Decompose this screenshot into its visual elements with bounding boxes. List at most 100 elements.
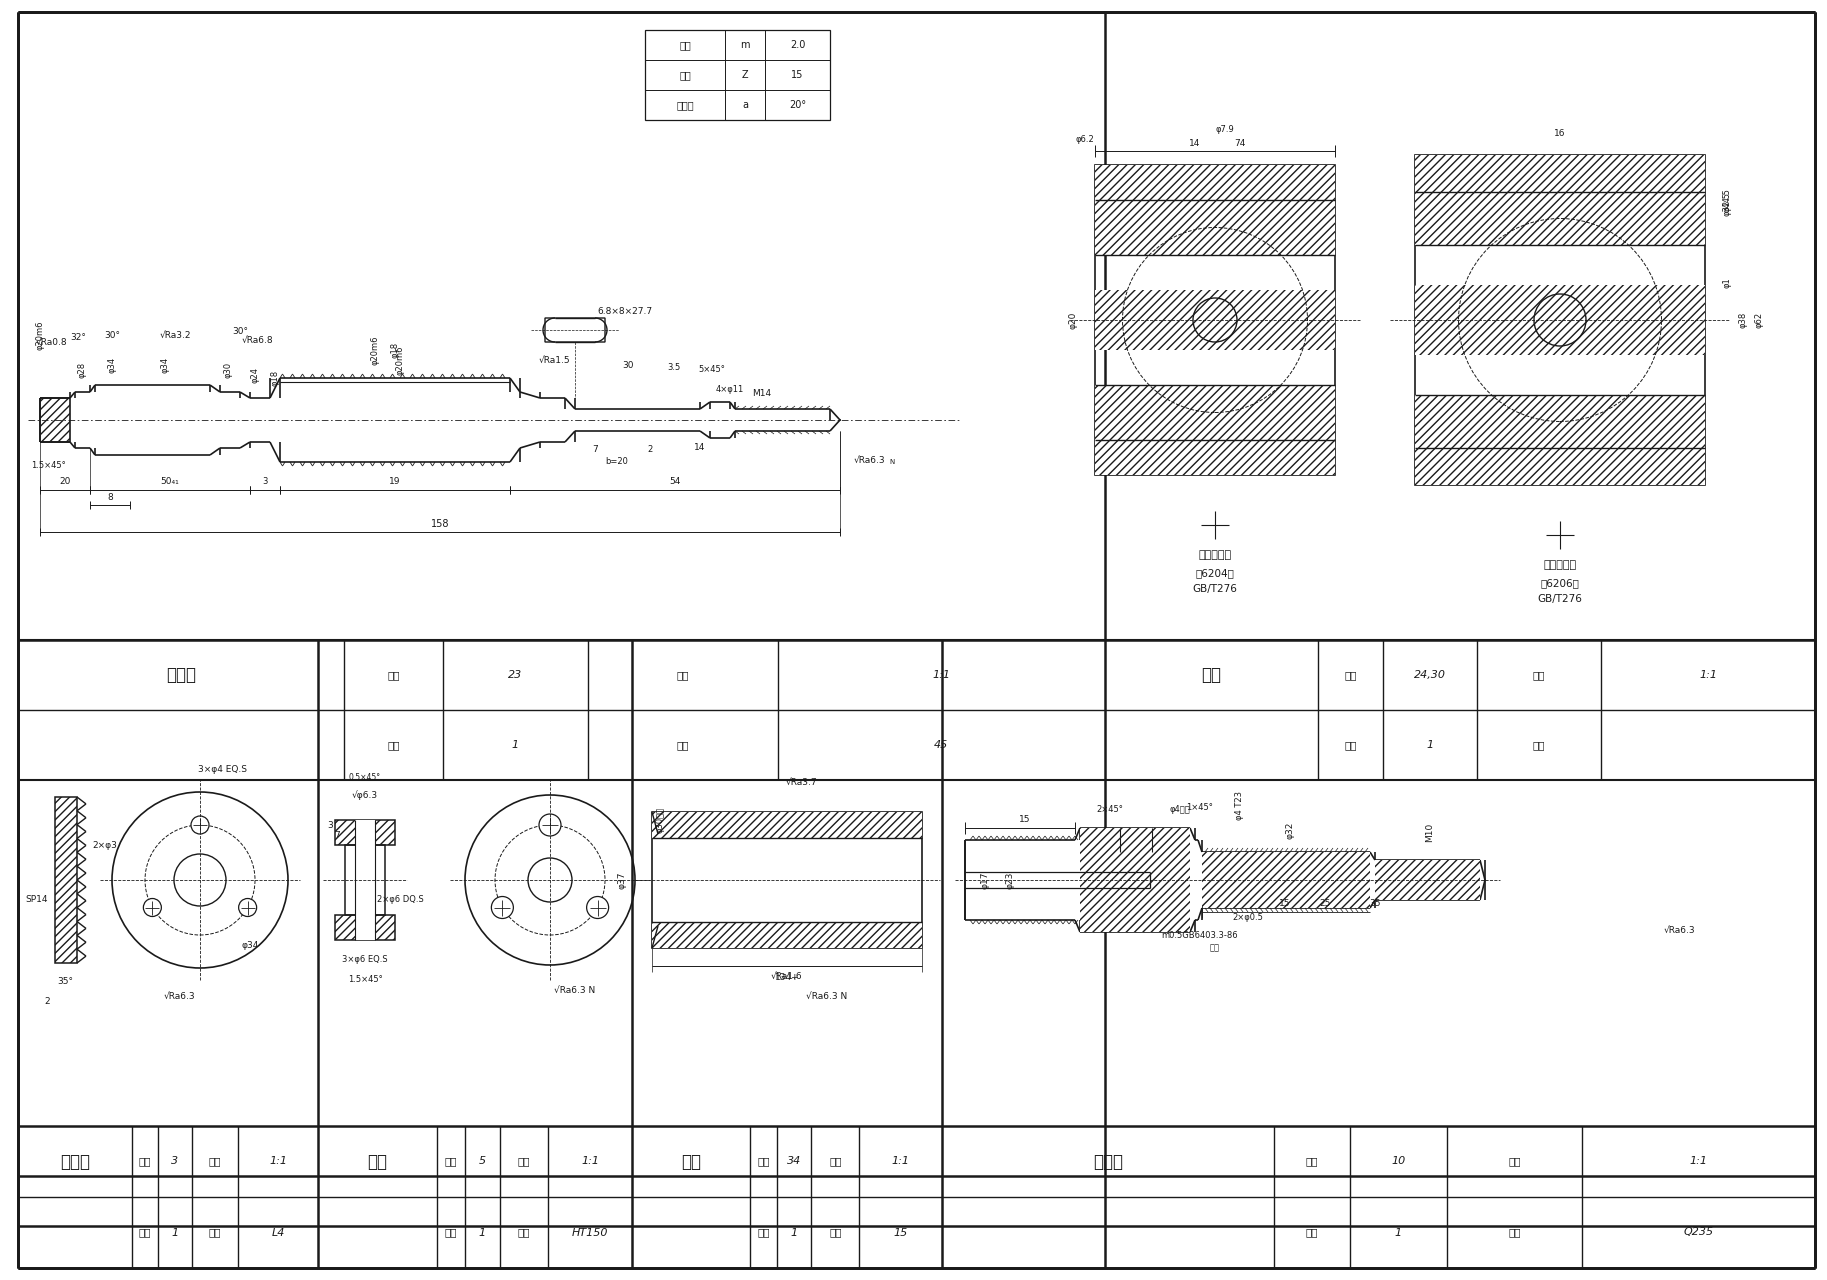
Text: M10: M10 [1425,822,1434,842]
Text: 比例: 比例 [1509,1157,1520,1166]
Text: 0.5×45°: 0.5×45° [349,773,382,782]
Text: 比例: 比例 [1533,669,1546,680]
Bar [334,915,395,940]
Text: 3: 3 [327,820,333,829]
Text: φ34: φ34 [241,941,259,950]
Text: 数量: 数量 [139,1228,152,1238]
Text: φ4通孔: φ4通孔 [1169,805,1191,814]
Text: √φ6.3: √φ6.3 [353,790,378,800]
Text: φ18: φ18 [270,370,280,387]
Text: 材料: 材料 [676,740,689,750]
Bar [40,398,69,442]
Text: 材料: 材料 [829,1228,842,1238]
Text: √Ra6.3: √Ra6.3 [164,992,195,1001]
Text: 1×45°: 1×45° [1186,804,1213,813]
Text: （6206）: （6206） [1540,579,1579,588]
Text: 8: 8 [108,493,113,502]
Text: 6.8×8×27.7: 6.8×8×27.7 [597,307,652,316]
Text: 3: 3 [172,1157,179,1166]
Text: 134+: 134+ [775,974,800,983]
Text: 压力角: 压力角 [676,100,694,110]
Text: 轴承: 轴承 [1202,666,1222,684]
Text: N: N [890,460,895,465]
Bar [345,845,385,915]
Text: 32°: 32° [69,334,86,343]
Bar [1094,165,1336,475]
Text: φ38: φ38 [1739,312,1747,328]
Text: 74: 74 [1235,138,1246,147]
Text: √Ra0.8: √Ra0.8 [37,338,68,347]
Text: √Ra1.5: √Ra1.5 [539,356,570,365]
Text: 54: 54 [669,477,681,486]
Text: b=20: b=20 [605,457,628,466]
Bar [1376,860,1480,900]
Text: SP14: SP14 [26,896,48,905]
Text: 数量: 数量 [444,1228,457,1238]
Text: 比例: 比例 [829,1157,842,1166]
Text: φ20: φ20 [1069,311,1078,329]
Text: φ20m6: φ20m6 [35,320,44,349]
Text: 20°: 20° [789,100,806,110]
Text: GB/T276: GB/T276 [1193,584,1237,594]
Text: 1: 1 [512,740,519,750]
Text: φ32: φ32 [1286,822,1295,838]
Text: φ30: φ30 [223,362,232,378]
Text: 5×45°: 5×45° [698,366,725,375]
Text: 1:1: 1:1 [932,669,950,680]
Text: 2.0: 2.0 [789,40,806,50]
Text: 材料: 材料 [517,1228,530,1238]
Text: 15: 15 [1279,900,1290,909]
Text: 20: 20 [58,477,71,486]
Bar [1414,155,1705,244]
Text: 30°: 30° [232,328,248,337]
Text: 小盖: 小盖 [367,1152,387,1170]
Text: 数量: 数量 [1304,1228,1317,1238]
Text: 通气塞: 通气塞 [1093,1152,1124,1170]
Text: 25: 25 [1319,900,1330,909]
Text: 7: 7 [592,445,597,454]
Text: √Ra6.8: √Ra6.8 [243,335,274,344]
Text: 15: 15 [791,70,804,79]
Text: L4: L4 [272,1228,285,1238]
Text: 30: 30 [623,361,634,370]
Text: φ23: φ23 [1005,872,1014,888]
Text: 1: 1 [1394,1228,1401,1238]
Bar [1414,285,1705,355]
Circle shape [239,899,256,916]
Text: φ1: φ1 [1723,278,1732,288]
Text: 序号: 序号 [1304,1157,1317,1166]
Text: √Ra3.2: √Ra3.2 [159,330,190,339]
Text: 1:1: 1:1 [1690,1157,1708,1166]
Text: φ6.2: φ6.2 [1076,136,1094,145]
Text: GB/T276: GB/T276 [1538,594,1582,604]
Text: 14: 14 [1189,138,1200,147]
Text: 直纹: 直纹 [1209,943,1220,952]
Text: 2: 2 [44,997,49,1006]
Text: 4×φ11: 4×φ11 [716,385,744,394]
Bar [354,820,375,940]
Text: √Ra6.3 N: √Ra6.3 N [554,986,596,995]
Text: 1.5×45°: 1.5×45° [31,461,66,470]
Text: √Ra6.3 N: √Ra6.3 N [806,992,848,1001]
Bar [652,922,923,948]
Text: （6204）: （6204） [1195,568,1235,579]
Text: 158: 158 [431,518,449,529]
Text: 2: 2 [647,445,652,454]
Text: φ20m6: φ20m6 [371,335,380,365]
Bar [1414,155,1705,485]
Text: 套筒: 套筒 [681,1152,702,1170]
Text: 齿轮轴: 齿轮轴 [166,666,195,684]
Text: 5: 5 [479,1157,486,1166]
Text: 1.5×45°: 1.5×45° [347,975,382,984]
Circle shape [491,896,513,919]
Text: 24,30: 24,30 [1414,669,1445,680]
Text: 材料: 材料 [1533,740,1546,750]
Text: φ28: φ28 [77,362,86,378]
Bar [1080,828,1189,932]
Text: 材料: 材料 [208,1228,221,1238]
Text: 15: 15 [893,1228,908,1238]
Text: 数量: 数量 [1345,740,1357,750]
Text: 序号: 序号 [387,669,400,680]
Circle shape [586,896,608,919]
Text: 序号: 序号 [444,1157,457,1166]
